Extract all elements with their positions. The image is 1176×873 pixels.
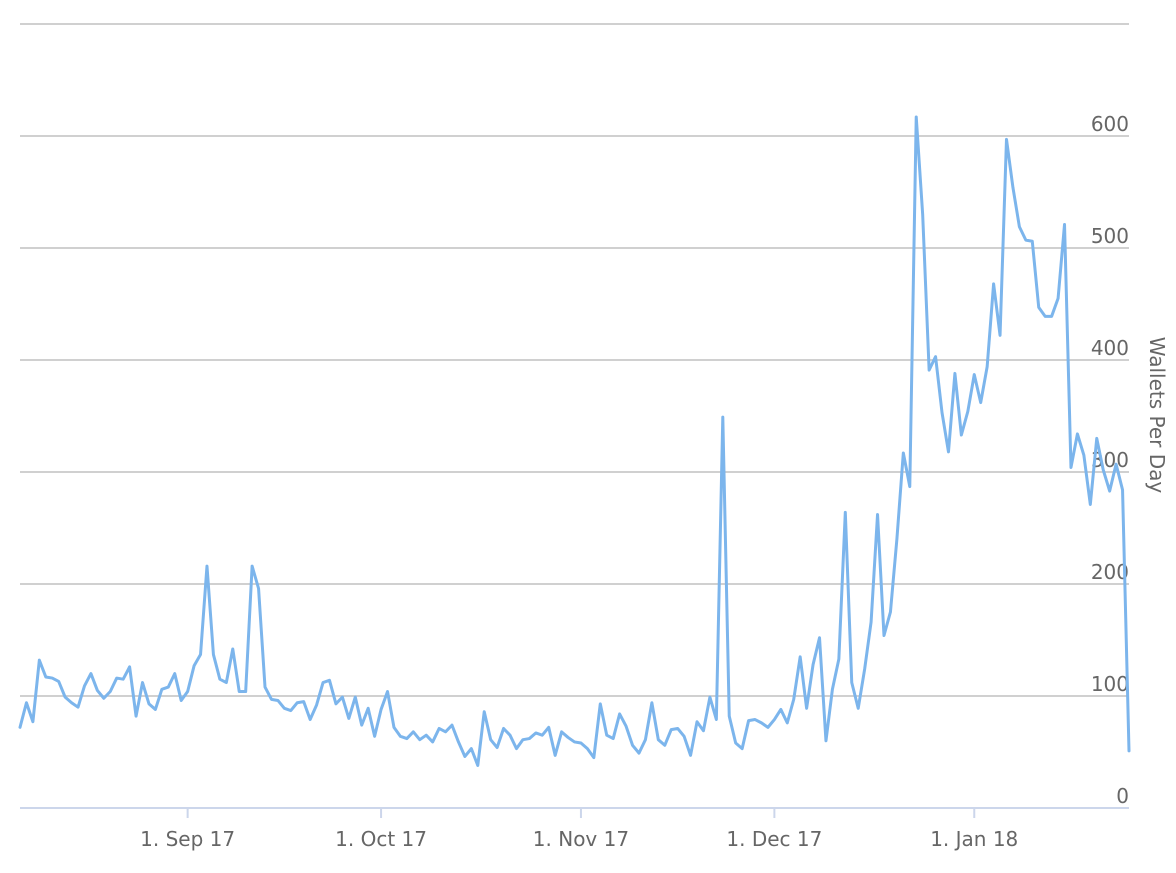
data-line (18, 115, 1131, 767)
x-tick-label: 1. Sep 17 (140, 827, 235, 851)
y-tick-label: 200 (1091, 560, 1129, 584)
x-tick-label: 1. Dec 17 (726, 827, 822, 851)
x-tick-label: 1. Jan 18 (930, 827, 1018, 851)
y-tick-label: 600 (1091, 112, 1129, 136)
y-tick-label: 0 (1116, 784, 1129, 808)
y-tick-label: 400 (1091, 336, 1129, 360)
x-tick-label: 1. Nov 17 (533, 827, 629, 851)
y-tick-label: 300 (1091, 448, 1129, 472)
x-tick-label: 1. Oct 17 (335, 827, 427, 851)
y-tick-label: 100 (1091, 672, 1129, 696)
y-tick-label: 500 (1091, 224, 1129, 248)
y-axis-title: Wallets Per Day (1145, 337, 1169, 494)
